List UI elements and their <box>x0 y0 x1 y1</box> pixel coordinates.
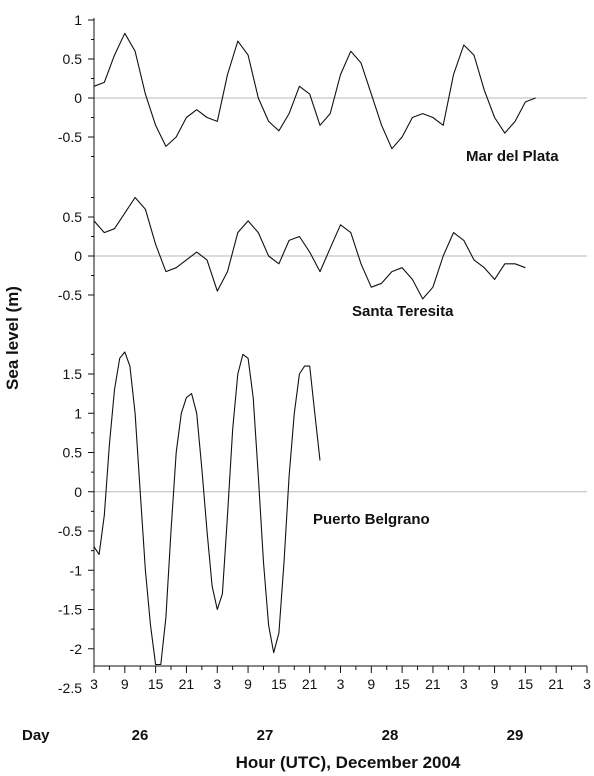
y-tick-label: -2 <box>70 641 83 657</box>
y-tick-labels: 1 0.5 0 -0.5 0.5 0 -0.5 1.5 1 0.5 0 -0.5 -1 -1.5 -2 -2.… <box>58 12 82 696</box>
y-tick-label: -1.5 <box>58 602 82 618</box>
x-axis-title: Hour (UTC), December 2004 <box>236 753 461 772</box>
y-tick-marks <box>88 19 94 650</box>
x-tick-label: 9 <box>244 676 252 692</box>
x-tick-label: 3 <box>90 676 98 692</box>
x-tick-label: 9 <box>491 676 499 692</box>
y-tick-label: 1 <box>74 405 82 421</box>
series-lines <box>93 32 536 666</box>
axes <box>93 18 588 673</box>
x-tick-labels: 3 9 15 21 3 9 15 21 3 9 15 21 3 9 15 21 3 <box>90 676 591 692</box>
station-label-mar-del-plata: Mar del Plata <box>466 148 559 165</box>
y-tick-label: -1 <box>70 562 83 578</box>
x-tick-label: 3 <box>337 676 345 692</box>
y-tick-label: -0.5 <box>58 287 82 303</box>
y-tick-label: 0.5 <box>63 209 83 225</box>
x-tick-label: 21 <box>179 676 195 692</box>
y-tick-label: 0 <box>74 484 82 500</box>
y-tick-label: -2.5 <box>58 680 82 696</box>
series-puerto-belgrano <box>93 351 321 666</box>
y-tick-label: -0.5 <box>58 129 82 145</box>
y-tick-label: 1 <box>74 12 82 28</box>
y-tick-label: 1.5 <box>63 366 83 382</box>
x-tick-label: 21 <box>302 676 318 692</box>
y-axis-title: Sea level (m) <box>3 286 22 390</box>
series-santa-teresita <box>93 196 526 300</box>
series-mar-del-plata <box>93 32 536 150</box>
x-tick-label: 9 <box>367 676 375 692</box>
station-label-santa-teresita: Santa Teresita <box>352 303 454 320</box>
y-tick-label: 0 <box>74 248 82 264</box>
x-tick-label: 15 <box>148 676 164 692</box>
x-tick-label: 9 <box>121 676 129 692</box>
day-label-29: 29 <box>507 727 524 744</box>
day-label-27: 27 <box>257 727 274 744</box>
x-tick-label: 21 <box>548 676 564 692</box>
x-tick-label: 3 <box>583 676 591 692</box>
x-tick-label: 15 <box>271 676 287 692</box>
y-tick-label: 0.5 <box>63 445 83 461</box>
x-tick-label: 3 <box>460 676 468 692</box>
y-tick-label: 0 <box>74 90 82 106</box>
x-tick-label: 15 <box>394 676 410 692</box>
day-label-28: 28 <box>382 727 399 744</box>
y-tick-label: -0.5 <box>58 523 82 539</box>
y-tick-label: 0.5 <box>63 51 83 67</box>
day-row-label: Day <box>22 727 50 744</box>
station-label-puerto-belgrano: Puerto Belgrano <box>313 511 430 528</box>
day-label-26: 26 <box>132 727 149 744</box>
x-tick-label: 3 <box>213 676 221 692</box>
zero-lines <box>94 97 587 493</box>
x-tick-label: 21 <box>425 676 441 692</box>
x-tick-label: 15 <box>518 676 534 692</box>
